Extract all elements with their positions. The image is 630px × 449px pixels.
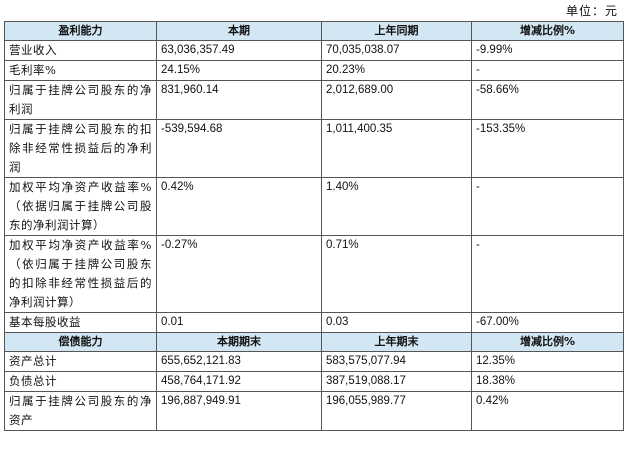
change-value: -: [471, 177, 624, 236]
previous-value: 387,519,088.17: [321, 371, 472, 392]
current-value: 655,652,121.83: [156, 351, 322, 372]
table-row: 加权平均净资产收益率%（依据归属于挂牌公司股东的净利润计算） 0.42% 1.4…: [4, 177, 624, 236]
change-value: -: [471, 235, 624, 313]
current-value: 0.01: [156, 312, 322, 333]
row-label: 负债总计: [4, 371, 157, 392]
column-header: 本期: [156, 21, 322, 41]
column-header: 偿债能力: [4, 332, 157, 352]
financial-indicators-table: 盈利能力 本期 上年同期 增减比例% 营业收入 63,036,357.49 70…: [4, 21, 624, 431]
column-header: 上年期末: [321, 332, 472, 352]
row-label: 归属于挂牌公司股东的扣除非经常性损益后的净利润: [4, 119, 157, 178]
change-value: -67.00%: [471, 312, 624, 333]
row-label: 加权平均净资产收益率%（依归属于挂牌公司股东的扣除非经常性损益后的净利润计算）: [4, 235, 157, 313]
current-value: 0.42%: [156, 177, 322, 236]
row-label: 营业收入: [4, 40, 157, 61]
table-row: 归属于挂牌公司股东的扣除非经常性损益后的净利润 -539,594.68 1,01…: [4, 119, 624, 178]
table-row: 毛利率% 24.15% 20.23% -: [4, 60, 624, 81]
solvency-header-row: 偿债能力 本期期末 上年期末 增减比例%: [4, 332, 624, 352]
table-row: 归属于挂牌公司股东的净利润 831,960.14 2,012,689.00 -5…: [4, 80, 624, 120]
change-value: -58.66%: [471, 80, 624, 120]
change-value: -9.99%: [471, 40, 624, 61]
current-value: 458,764,171.92: [156, 371, 322, 392]
table-row: 加权平均净资产收益率%（依归属于挂牌公司股东的扣除非经常性损益后的净利润计算） …: [4, 235, 624, 313]
table-row: 资产总计 655,652,121.83 583,575,077.94 12.35…: [4, 351, 624, 372]
column-header: 增减比例%: [471, 21, 624, 41]
current-value: 24.15%: [156, 60, 322, 81]
previous-value: 196,055,989.77: [321, 391, 472, 431]
previous-value: 0.71%: [321, 235, 472, 313]
previous-value: 1.40%: [321, 177, 472, 236]
change-value: 0.42%: [471, 391, 624, 431]
row-label: 资产总计: [4, 351, 157, 372]
change-value: 18.38%: [471, 371, 624, 392]
column-header: 上年同期: [321, 21, 472, 41]
unit-label: 单位：元: [565, 4, 618, 18]
row-label: 加权平均净资产收益率%（依据归属于挂牌公司股东的净利润计算）: [4, 177, 157, 236]
row-label: 归属于挂牌公司股东的净资产: [4, 391, 157, 431]
table-row: 归属于挂牌公司股东的净资产 196,887,949.91 196,055,989…: [4, 391, 624, 431]
previous-value: 70,035,038.07: [321, 40, 472, 61]
current-value: -539,594.68: [156, 119, 322, 178]
column-header: 盈利能力: [4, 21, 157, 41]
column-header: 本期期末: [156, 332, 322, 352]
current-value: 196,887,949.91: [156, 391, 322, 431]
row-label: 毛利率%: [4, 60, 157, 81]
table-row: 基本每股收益 0.01 0.03 -67.00%: [4, 312, 624, 333]
previous-value: 20.23%: [321, 60, 472, 81]
profit-header-row: 盈利能力 本期 上年同期 增减比例%: [4, 21, 624, 41]
previous-value: 1,011,400.35: [321, 119, 472, 178]
current-value: 831,960.14: [156, 80, 322, 120]
table-row: 营业收入 63,036,357.49 70,035,038.07 -9.99%: [4, 40, 624, 61]
current-value: 63,036,357.49: [156, 40, 322, 61]
current-value: -0.27%: [156, 235, 322, 313]
column-header: 增减比例%: [471, 332, 624, 352]
change-value: 12.35%: [471, 351, 624, 372]
row-label: 基本每股收益: [4, 312, 157, 333]
change-value: -153.35%: [471, 119, 624, 178]
table-row: 负债总计 458,764,171.92 387,519,088.17 18.38…: [4, 371, 624, 392]
row-label: 归属于挂牌公司股东的净利润: [4, 80, 157, 120]
change-value: -: [471, 60, 624, 81]
previous-value: 0.03: [321, 312, 472, 333]
previous-value: 583,575,077.94: [321, 351, 472, 372]
previous-value: 2,012,689.00: [321, 80, 472, 120]
